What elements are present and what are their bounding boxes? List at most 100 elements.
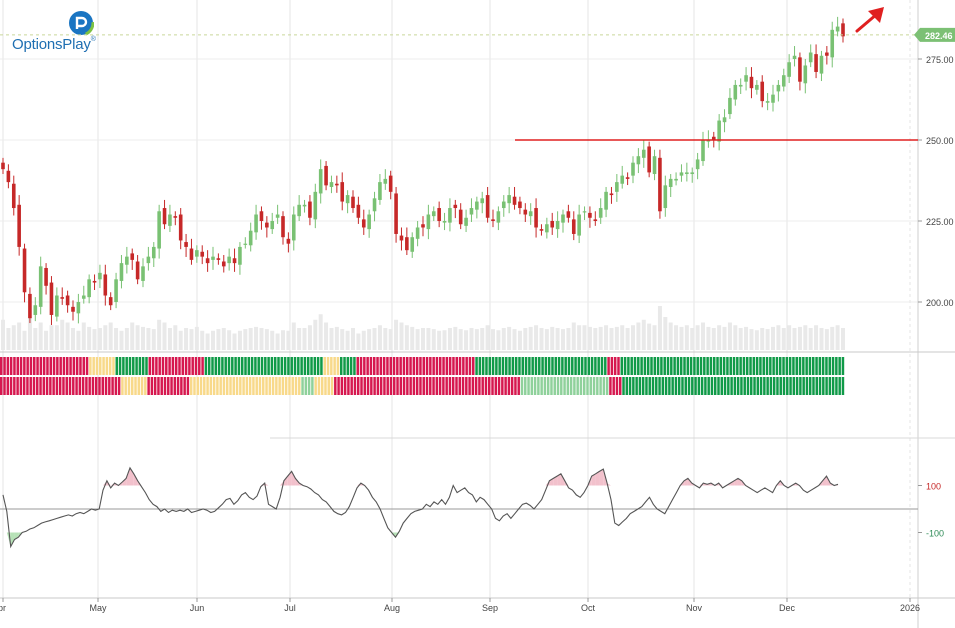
volume-bar (604, 325, 609, 350)
signal-cell (646, 357, 650, 375)
signal-cell (792, 377, 796, 395)
signal-cell (346, 357, 350, 375)
signal-cell (287, 357, 290, 375)
signal-cell (635, 377, 638, 395)
signal-cell (49, 377, 52, 395)
candle-body (103, 274, 108, 296)
volume-bar (803, 325, 808, 350)
signal-cell (306, 357, 310, 375)
volume-bar (485, 325, 490, 350)
signal-cell (383, 377, 386, 395)
volume-bar (561, 329, 565, 350)
signal-cell (112, 357, 115, 375)
candle-body (168, 214, 172, 226)
signal-cell (131, 377, 134, 395)
signal-cell (72, 357, 76, 375)
signal-cell (630, 357, 633, 375)
signal-cell (199, 377, 203, 395)
signal-cell (254, 357, 257, 375)
signal-cell (802, 357, 805, 375)
signal-cell (140, 377, 144, 395)
month-label: May (89, 603, 107, 613)
signal-cell (356, 357, 359, 375)
volume-bar (587, 326, 592, 350)
candle-body (496, 211, 501, 223)
candle-body (254, 214, 258, 233)
signal-cell (56, 357, 59, 375)
volume-bar (27, 317, 32, 350)
up-candle (227, 248, 231, 271)
candle-body (641, 149, 646, 158)
up-candle (781, 68, 786, 92)
volume-bar (54, 325, 59, 350)
signal-cell (723, 377, 727, 395)
signal-cell (247, 357, 251, 375)
volume-bar (356, 333, 361, 350)
candle-body (475, 201, 479, 210)
signal-cell (498, 357, 501, 375)
signal-cell (676, 357, 680, 375)
candle-body (755, 84, 759, 90)
down-candle (189, 238, 194, 265)
signal-cell (461, 377, 465, 395)
signal-cell (818, 377, 822, 395)
signal-cell (455, 357, 459, 375)
up-candle (771, 84, 775, 112)
signal-cell (586, 377, 589, 395)
signal-cell (445, 377, 448, 395)
volume-bar (776, 325, 781, 350)
signal-cell (176, 377, 180, 395)
signal-cell (105, 357, 109, 375)
signal-cell (615, 377, 619, 395)
signal-cell (540, 377, 543, 395)
signal-cell (188, 357, 191, 375)
signal-cell (207, 357, 211, 375)
candle-body (663, 185, 668, 209)
candle-body (221, 261, 226, 267)
signal-cell (789, 377, 792, 395)
volume-bar (550, 326, 555, 350)
signal-cell (550, 377, 553, 395)
up-candle (372, 191, 377, 222)
signal-cell (39, 357, 43, 375)
up-candle (674, 172, 678, 186)
volume-bar (674, 325, 679, 350)
signal-cell (412, 377, 416, 395)
signal-cell (168, 357, 171, 375)
signal-cell (628, 377, 632, 395)
candle-body (469, 208, 474, 215)
signal-cell (592, 377, 596, 395)
signal-cell (16, 377, 19, 395)
signal-cell (206, 377, 209, 395)
down-candle (593, 211, 598, 226)
down-candle (65, 290, 70, 313)
up-candle (302, 199, 307, 213)
signal-cell (58, 377, 62, 395)
signal-cell (363, 377, 367, 395)
signal-cell (633, 357, 637, 375)
candle-body (114, 279, 118, 302)
signal-cell (229, 377, 232, 395)
down-candle (60, 287, 65, 305)
signal-cell (65, 377, 68, 395)
signal-cell (763, 377, 766, 395)
signal-cell (144, 377, 147, 395)
signal-cell (699, 357, 703, 375)
signal-cell (677, 377, 681, 395)
signal-cell (240, 357, 244, 375)
up-candle (480, 191, 485, 214)
volume-bar (141, 326, 145, 350)
signal-cell (237, 357, 241, 375)
signal-cell (484, 377, 488, 395)
candle-body (442, 221, 447, 223)
down-candle (232, 248, 237, 272)
candle-body (275, 214, 280, 218)
candle-body (841, 23, 845, 37)
down-candle (1, 157, 5, 175)
signal-cell (841, 377, 845, 395)
signal-cell (181, 357, 185, 375)
volume-bar (377, 325, 382, 350)
volume-bar (474, 329, 479, 350)
signal-cell (442, 377, 445, 395)
